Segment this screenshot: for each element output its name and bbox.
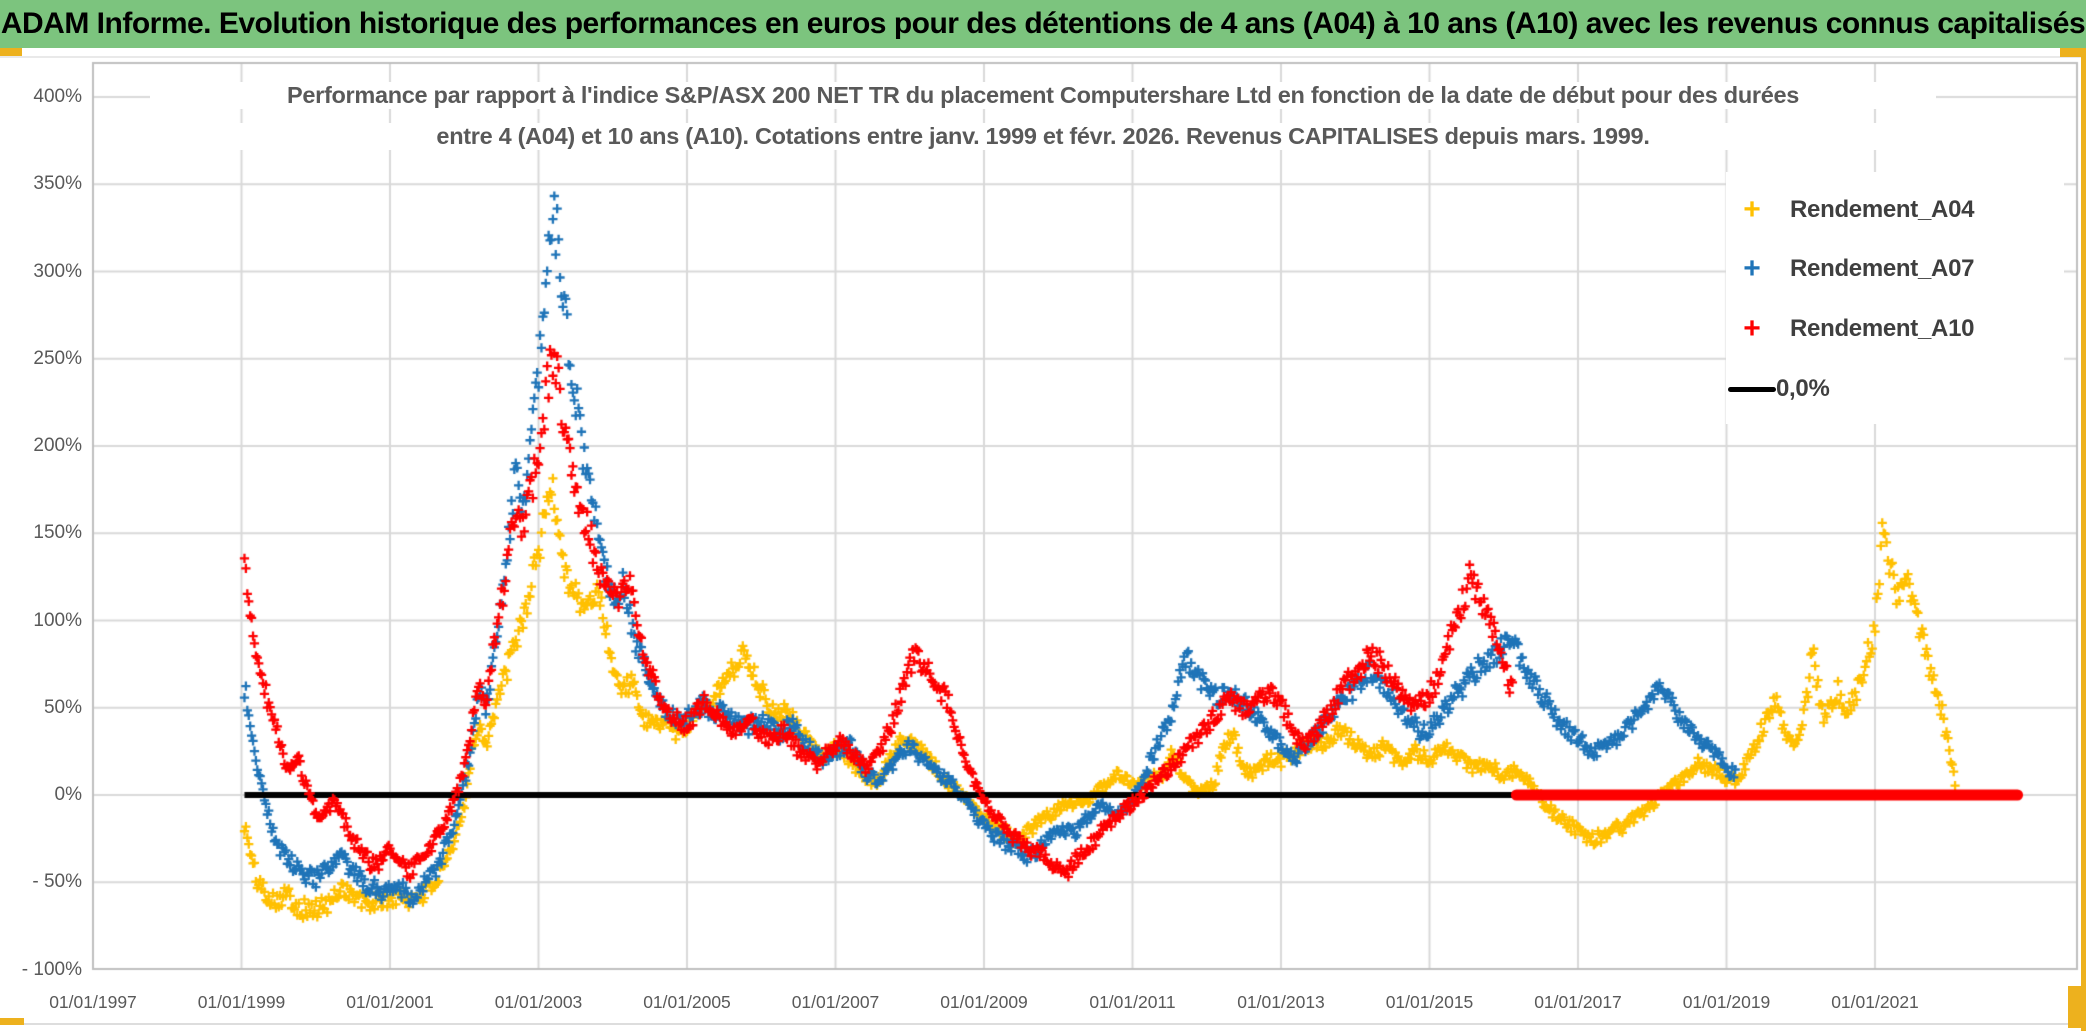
x-tick-label: 01/01/2009	[940, 992, 1028, 1012]
x-tick-label: 01/01/2021	[1831, 992, 1919, 1012]
legend-label: 0,0%	[1776, 375, 1830, 402]
legend-label: Rendement_A07	[1790, 255, 1975, 282]
legend-item-rendement-a07[interactable]: + Rendement_A07	[1726, 241, 1974, 297]
gold-accent-top-left	[0, 48, 22, 56]
legend-item-0-0-[interactable]: 0,0%	[1726, 361, 1830, 417]
y-tick-label: 0%	[54, 784, 82, 805]
y-tick-label: 150%	[33, 522, 82, 544]
chart-title-line2: entre 4 (A04) et 10 ans (A10). Cotations…	[150, 123, 1936, 150]
y-tick-label: - 100%	[21, 958, 82, 980]
gold-accent-bottom-right	[2068, 986, 2086, 1028]
chart-title-line1: Performance par rapport à l'indice S&P/A…	[150, 82, 1936, 109]
x-tick-label: 01/01/1999	[197, 992, 286, 1012]
x-tick-label: 01/01/1997	[49, 992, 137, 1012]
y-tick-label: 50%	[43, 696, 82, 718]
divider-line-bottom	[0, 1023, 2086, 1025]
divider-line-top	[0, 56, 2086, 58]
x-tick-label: 01/01/2003	[494, 992, 583, 1012]
zero-line-icon	[1728, 386, 1776, 392]
y-tick-label: 250%	[33, 347, 82, 369]
y-tick-label: - 50%	[32, 871, 82, 893]
x-tick-label: 01/01/2015	[1385, 992, 1474, 1012]
gold-accent-right-strip	[2081, 48, 2086, 1031]
x-tick-label: 01/01/2017	[1534, 992, 1622, 1012]
x-tick-label: 01/01/2013	[1237, 992, 1325, 1012]
plus-marker-icon: +	[1743, 252, 1761, 285]
x-tick-label: 01/01/2019	[1682, 992, 1771, 1012]
gold-accent-top-right	[2060, 48, 2086, 57]
x-tick-label: 01/01/2001	[346, 992, 434, 1012]
legend-label: Rendement_A04	[1790, 196, 1975, 223]
y-tick-label: 100%	[33, 609, 82, 631]
plus-marker-icon: +	[1743, 193, 1761, 226]
gold-accent-bottom-left	[0, 1018, 24, 1025]
y-tick-label: 400%	[33, 86, 82, 107]
chart-legend[interactable]: + Rendement_A04 + Rendement_A07 + Rendement_A…	[1726, 172, 2064, 424]
report-title: ADAM Informe. Evolution historique des p…	[0, 7, 2086, 40]
y-tick-label: 200%	[33, 435, 82, 456]
plus-marker-icon: +	[1743, 312, 1761, 345]
x-tick-label: 01/01/2007	[791, 992, 880, 1012]
legend-item-rendement-a10[interactable]: + Rendement_A10	[1726, 301, 1974, 357]
y-tick-label: 350%	[33, 173, 82, 195]
x-tick-label: 01/01/2011	[1089, 992, 1176, 1012]
legend-item-rendement-a04[interactable]: + Rendement_A04	[1726, 182, 1974, 238]
legend-label: Rendement_A10	[1790, 315, 1975, 342]
x-tick-label: 01/01/2005	[643, 992, 731, 1012]
y-tick-label: 300%	[33, 260, 82, 282]
report-title-bar: ADAM Informe. Evolution historique des p…	[0, 0, 2086, 48]
